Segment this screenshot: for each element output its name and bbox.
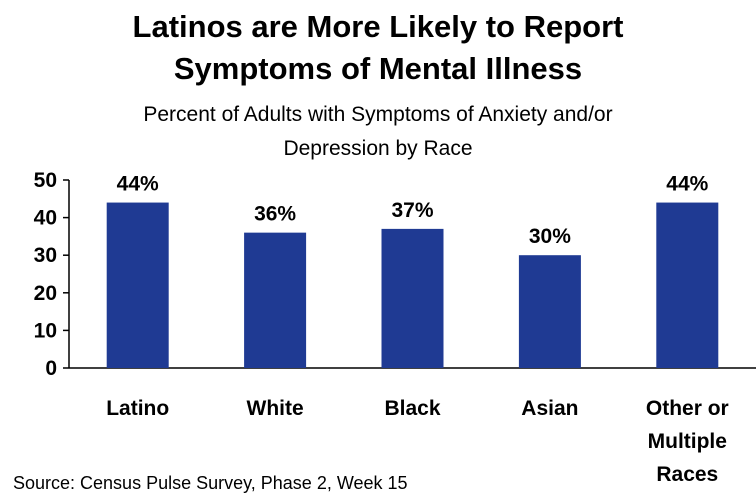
bar-2 xyxy=(381,228,444,368)
y-tick-label: 0 xyxy=(45,357,57,380)
category-label-1-0: White xyxy=(247,397,304,420)
y-tick-label: 30 xyxy=(34,244,57,267)
bar-3 xyxy=(518,255,581,368)
category-label-3-0: Asian xyxy=(521,397,578,420)
data-label-1: 36% xyxy=(254,203,296,226)
data-label-4: 44% xyxy=(666,173,708,196)
y-tick-label: 50 xyxy=(34,169,57,192)
data-label-3: 30% xyxy=(529,225,571,248)
data-label-0: 44% xyxy=(117,173,159,196)
chart-title-line-2: Symptoms of Mental Illness xyxy=(173,51,583,86)
y-tick-label: 10 xyxy=(34,319,57,342)
category-label-0-0: Latino xyxy=(106,397,169,420)
source-note: Source: Census Pulse Survey, Phase 2, We… xyxy=(13,473,408,493)
category-label-2-0: Black xyxy=(384,397,440,420)
category-label-4-0: Other or xyxy=(646,397,729,420)
data-label-2: 37% xyxy=(391,199,433,222)
chart-title: Latinos are More Likely to Report Sympto… xyxy=(0,6,756,90)
bar-4 xyxy=(656,202,719,368)
y-tick-label: 20 xyxy=(34,282,57,305)
category-label-4-2: Races xyxy=(656,463,718,486)
category-label-4-1: Multiple xyxy=(648,430,727,453)
chart-subtitle-line-2: Depression by Race xyxy=(283,137,473,160)
chart-subtitle: Percent of Adults with Symptoms of Anxie… xyxy=(60,98,696,166)
bar-1 xyxy=(244,232,307,368)
y-tick-label: 40 xyxy=(34,207,57,230)
bar-0 xyxy=(106,202,169,368)
chart-subtitle-line-1: Percent of Adults with Symptoms of Anxie… xyxy=(143,103,613,126)
chart-title-line-1: Latinos are More Likely to Report xyxy=(132,9,624,44)
